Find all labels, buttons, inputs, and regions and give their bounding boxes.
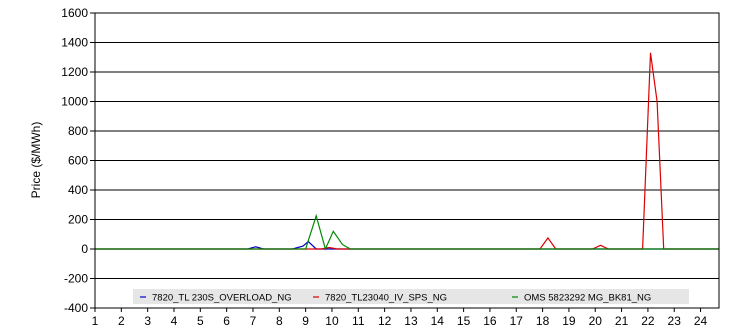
x-tick-label: 23 <box>668 314 682 328</box>
grid-lines <box>95 12 719 309</box>
legend-label-3: OMS 5823292 MG_BK81_NG <box>524 293 651 304</box>
x-tick-label: 18 <box>536 314 550 328</box>
x-tick-label: 14 <box>431 314 445 328</box>
x-tick-label: 12 <box>378 314 392 328</box>
y-tick-label: 800 <box>68 124 88 138</box>
x-tick-label: 13 <box>404 314 418 328</box>
legend: 7820_TL 230S_OVERLOAD_NG 7820_TL23040_IV_… <box>133 289 689 304</box>
x-tick-label: 15 <box>457 314 471 328</box>
x-tick-label: 5 <box>197 314 204 328</box>
x-tick-label: 6 <box>223 314 230 328</box>
x-tick-label: 2 <box>118 314 125 328</box>
y-tick-label: 1000 <box>61 95 88 109</box>
y-tick-label: -400 <box>64 301 88 315</box>
y-tick-label: 200 <box>68 213 88 227</box>
series-line-1 <box>95 240 719 250</box>
series-line-3 <box>95 213 719 251</box>
legend-label-1: 7820_TL 230S_OVERLOAD_NG <box>152 293 292 304</box>
y-axis-label: Price ($/MWh) <box>29 122 43 199</box>
y-tick-label: 1400 <box>61 36 88 50</box>
x-tick-label: 16 <box>483 314 497 328</box>
x-tick-label: 3 <box>144 314 151 328</box>
x-tick-label: 11 <box>352 314 365 328</box>
series-lines <box>95 52 719 251</box>
x-tick-label: 24 <box>694 314 708 328</box>
x-tick-label: 17 <box>510 314 524 328</box>
x-tick-label: 21 <box>615 314 629 328</box>
x-tick-label: 9 <box>302 314 309 328</box>
x-tick-label: 22 <box>641 314 655 328</box>
x-tick-label: 7 <box>250 314 257 328</box>
y-tick-label: 600 <box>68 154 88 168</box>
y-tick-label: 400 <box>68 183 88 197</box>
x-tick-label: 19 <box>562 314 576 328</box>
x-tick-label: 8 <box>276 314 283 328</box>
y-tick-labels: -400 -200 0 200 400 600 800 1000 1200 1400 1600 <box>61 6 95 315</box>
x-tick-label: 10 <box>325 314 339 328</box>
legend-label-2: 7820_TL23040_IV_SPS_NG <box>325 293 447 304</box>
y-tick-label: 0 <box>81 242 88 256</box>
x-tick-label: 20 <box>589 314 603 328</box>
y-tick-label: 1200 <box>61 65 88 79</box>
y-tick-label: 1600 <box>61 6 88 20</box>
x-tick-labels: 1 2 3 4 5 6 7 8 9 10 11 12 13 14 15 16 17 18 19 20 21 22 23 24 <box>92 308 708 328</box>
x-tick-label: 1 <box>92 314 99 328</box>
legend-box <box>133 289 689 304</box>
x-tick-label: 4 <box>171 314 178 328</box>
y-tick-label: -200 <box>64 272 88 286</box>
